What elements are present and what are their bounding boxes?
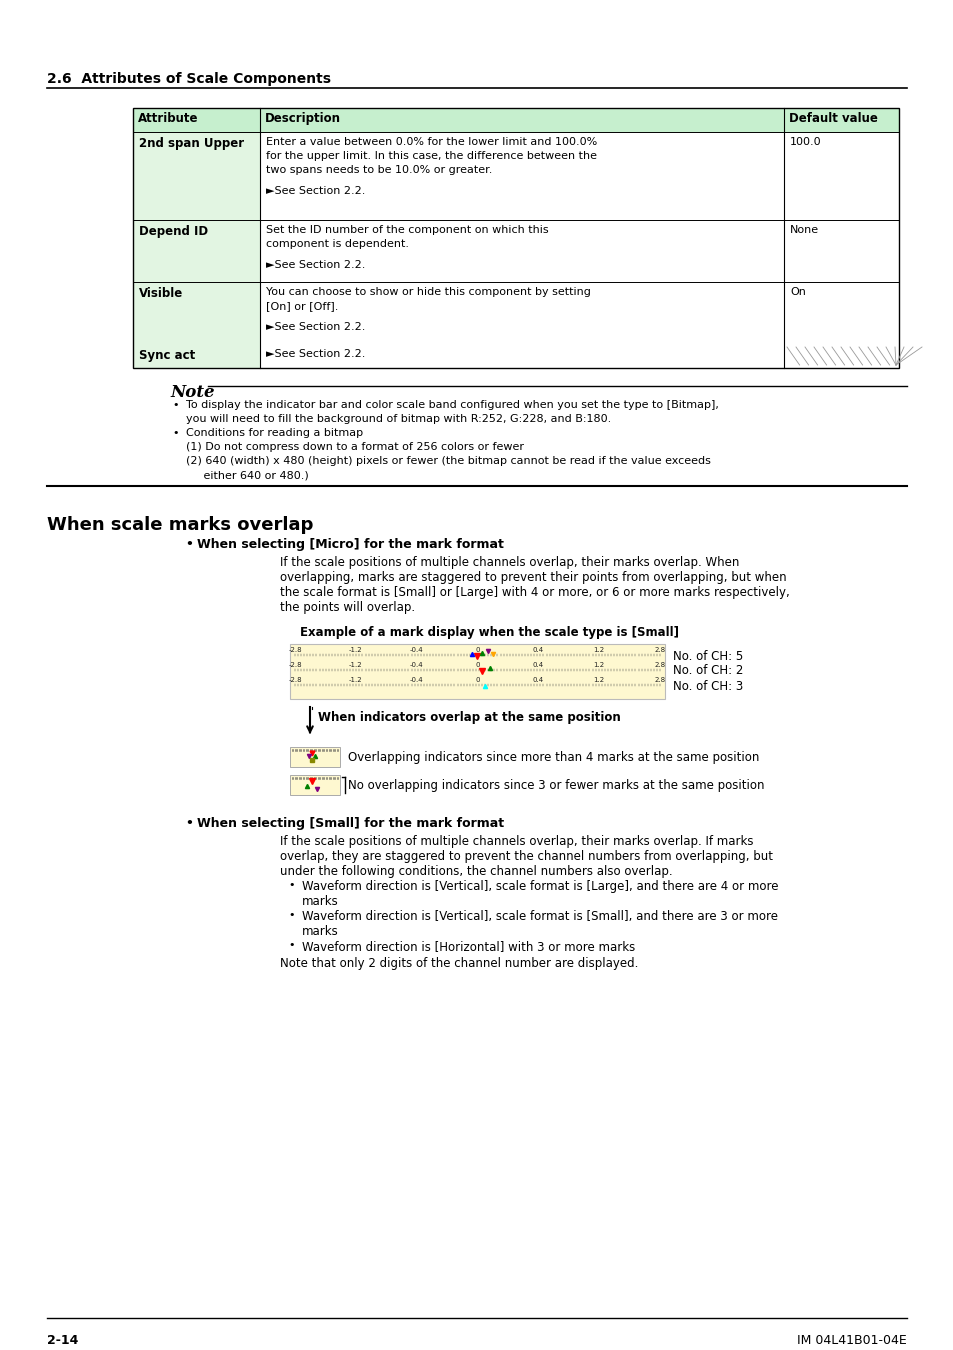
Text: ►See Section 2.2.: ►See Section 2.2. (266, 186, 365, 196)
Text: -1.2: -1.2 (349, 647, 362, 653)
Text: When selecting [Micro] for the mark format: When selecting [Micro] for the mark form… (196, 539, 503, 551)
Text: 1.2: 1.2 (593, 676, 604, 683)
Text: 2-14: 2-14 (47, 1334, 78, 1347)
Text: 0.4: 0.4 (532, 676, 543, 683)
Text: None: None (789, 225, 819, 235)
Text: Sync act: Sync act (139, 350, 195, 362)
Text: No overlapping indicators since 3 or fewer marks at the same position: No overlapping indicators since 3 or few… (348, 779, 763, 792)
Text: No. of CH: 5: No. of CH: 5 (672, 649, 742, 663)
Text: -2.8: -2.8 (288, 662, 301, 668)
FancyBboxPatch shape (290, 775, 339, 795)
Text: 0: 0 (475, 662, 479, 668)
Text: To display the indicator bar and color scale band configured when you set the ty: To display the indicator bar and color s… (186, 400, 719, 410)
FancyBboxPatch shape (290, 644, 664, 699)
Text: -1.2: -1.2 (349, 676, 362, 683)
Text: two spans needs to be 10.0% or greater.: two spans needs to be 10.0% or greater. (266, 165, 492, 176)
Text: Overlapping indicators since more than 4 marks at the same position: Overlapping indicators since more than 4… (348, 751, 759, 764)
Text: Description: Description (265, 112, 340, 126)
Text: either 640 or 480.): either 640 or 480.) (186, 470, 309, 481)
Text: overlap, they are staggered to prevent the channel numbers from overlapping, but: overlap, they are staggered to prevent t… (280, 850, 772, 863)
Text: 2.8: 2.8 (654, 647, 665, 653)
Text: 2.6  Attributes of Scale Components: 2.6 Attributes of Scale Components (47, 72, 331, 86)
Text: 2.8: 2.8 (654, 676, 665, 683)
Text: If the scale positions of multiple channels overlap, their marks overlap. When: If the scale positions of multiple chann… (280, 556, 739, 568)
Text: the points will overlap.: the points will overlap. (280, 601, 415, 614)
FancyBboxPatch shape (132, 344, 260, 369)
Text: Default value: Default value (788, 112, 877, 126)
Text: Set the ID number of the component on which this: Set the ID number of the component on wh… (266, 225, 548, 235)
FancyBboxPatch shape (132, 132, 260, 220)
Text: 1.2: 1.2 (593, 662, 604, 668)
Text: 100.0: 100.0 (789, 136, 821, 147)
Text: Visible: Visible (139, 288, 183, 300)
Text: If the scale positions of multiple channels overlap, their marks overlap. If mar: If the scale positions of multiple chann… (280, 836, 753, 848)
Text: 0.4: 0.4 (532, 647, 543, 653)
Text: No. of CH: 3: No. of CH: 3 (672, 679, 742, 693)
Text: Depend ID: Depend ID (139, 225, 208, 238)
Text: Enter a value between 0.0% for the lower limit and 100.0%: Enter a value between 0.0% for the lower… (266, 136, 597, 147)
Text: You can choose to show or hide this component by setting: You can choose to show or hide this comp… (266, 288, 590, 297)
FancyBboxPatch shape (132, 108, 898, 132)
Text: Waveform direction is [Horizontal] with 3 or more marks: Waveform direction is [Horizontal] with … (302, 940, 635, 953)
Text: On: On (789, 288, 805, 297)
FancyBboxPatch shape (132, 220, 260, 282)
Text: -0.4: -0.4 (410, 676, 423, 683)
Text: 1.2: 1.2 (593, 647, 604, 653)
Text: for the upper limit. In this case, the difference between the: for the upper limit. In this case, the d… (266, 151, 597, 161)
Text: When scale marks overlap: When scale marks overlap (47, 516, 313, 535)
Text: 2.8: 2.8 (654, 662, 665, 668)
Text: No. of CH: 2: No. of CH: 2 (672, 664, 742, 678)
Text: •: • (288, 910, 294, 919)
Text: -0.4: -0.4 (410, 662, 423, 668)
Text: •: • (172, 428, 178, 437)
Text: •: • (172, 400, 178, 410)
Text: ►See Section 2.2.: ►See Section 2.2. (266, 323, 365, 332)
Text: 0.4: 0.4 (532, 662, 543, 668)
Text: Note that only 2 digits of the channel number are displayed.: Note that only 2 digits of the channel n… (280, 957, 638, 971)
FancyBboxPatch shape (132, 282, 260, 344)
Text: overlapping, marks are staggered to prevent their points from overlapping, but w: overlapping, marks are staggered to prev… (280, 571, 786, 585)
Text: 0: 0 (475, 647, 479, 653)
Text: 0: 0 (475, 676, 479, 683)
FancyBboxPatch shape (290, 747, 339, 767)
Text: •: • (185, 539, 193, 551)
Text: -1.2: -1.2 (349, 662, 362, 668)
Text: component is dependent.: component is dependent. (266, 239, 409, 248)
Text: -2.8: -2.8 (288, 676, 301, 683)
Text: Conditions for reading a bitmap: Conditions for reading a bitmap (186, 428, 363, 437)
Text: Example of a mark display when the scale type is [Small]: Example of a mark display when the scale… (299, 626, 679, 639)
Text: Note: Note (170, 383, 214, 401)
Text: Waveform direction is [Vertical], scale format is [Large], and there are 4 or mo: Waveform direction is [Vertical], scale … (302, 880, 778, 892)
Text: -2.8: -2.8 (288, 647, 301, 653)
Text: When selecting [Small] for the mark format: When selecting [Small] for the mark form… (196, 817, 503, 830)
Text: (1) Do not compress down to a format of 256 colors or fewer: (1) Do not compress down to a format of … (186, 441, 523, 452)
Text: -0.4: -0.4 (410, 647, 423, 653)
Text: •: • (288, 940, 294, 950)
Text: marks: marks (302, 925, 338, 938)
Text: Waveform direction is [Vertical], scale format is [Small], and there are 3 or mo: Waveform direction is [Vertical], scale … (302, 910, 778, 923)
Text: [On] or [Off].: [On] or [Off]. (266, 301, 338, 310)
Text: •: • (185, 817, 193, 830)
Text: •: • (288, 880, 294, 890)
Text: (2) 640 (width) x 480 (height) pixels or fewer (the bitmap cannot be read if the: (2) 640 (width) x 480 (height) pixels or… (186, 456, 710, 466)
Text: ►See Section 2.2.: ►See Section 2.2. (266, 261, 365, 270)
Text: Attribute: Attribute (138, 112, 198, 126)
Text: marks: marks (302, 895, 338, 909)
Text: 2nd span Upper: 2nd span Upper (139, 136, 244, 150)
Text: When indicators overlap at the same position: When indicators overlap at the same posi… (317, 711, 620, 724)
Text: under the following conditions, the channel numbers also overlap.: under the following conditions, the chan… (280, 865, 672, 878)
Text: you will need to fill the background of bitmap with R:252, G:228, and B:180.: you will need to fill the background of … (186, 414, 611, 424)
Text: IM 04L41B01-04E: IM 04L41B01-04E (797, 1334, 906, 1347)
Text: the scale format is [Small] or [Large] with 4 or more, or 6 or more marks respec: the scale format is [Small] or [Large] w… (280, 586, 789, 599)
Text: ►See Section 2.2.: ►See Section 2.2. (266, 350, 365, 359)
